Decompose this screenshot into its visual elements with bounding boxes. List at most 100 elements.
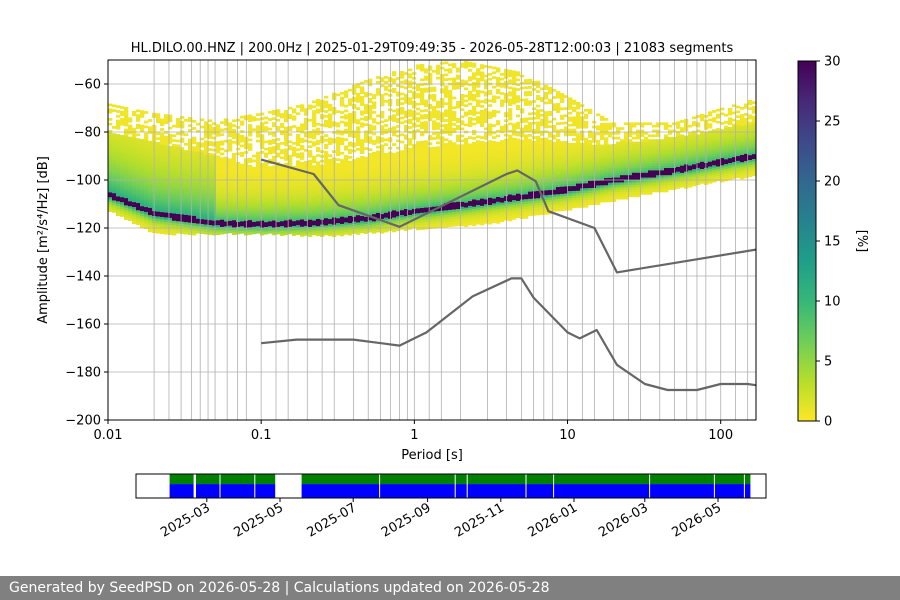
psd-density-cell [128, 117, 133, 121]
psd-density-cell [424, 161, 429, 165]
psd-density-cell [444, 68, 449, 72]
psd-density-cell [316, 204, 321, 208]
psd-density-cell [220, 214, 225, 218]
psd-density-cell [436, 179, 441, 183]
psd-density-cell [240, 211, 245, 215]
psd-density-cell [140, 146, 145, 149]
psd-density-cell [288, 185, 293, 189]
psd-density-cell [496, 146, 501, 150]
psd-density-cell [520, 117, 525, 121]
psd-density-cell [260, 182, 265, 185]
psd-density-cell [116, 198, 121, 202]
psd-density-cell [380, 226, 385, 229]
psd-density-cell [176, 230, 181, 234]
psd-density-cell [512, 200, 517, 203]
psd-density-cell [528, 191, 533, 195]
psd-density-cell [272, 186, 277, 190]
psd-density-cell [420, 210, 425, 214]
psd-density-cell [288, 176, 293, 180]
psd-density-cell [316, 173, 321, 177]
psd-density-cell [444, 215, 449, 218]
psd-density-cell [368, 201, 373, 204]
psd-density-cell [264, 205, 269, 209]
psd-density-cell [360, 172, 365, 176]
psd-density-cell [508, 115, 513, 119]
psd-density-cell [260, 201, 265, 205]
psd-density-cell [440, 131, 445, 135]
psd-density-cell [492, 196, 497, 199]
psd-density-cell [172, 184, 177, 188]
psd-density-cell [256, 197, 261, 200]
psd-density-cell [304, 223, 309, 227]
psd-density-cell [348, 122, 353, 126]
psd-density-cell [176, 151, 181, 155]
psd-density-cell [392, 171, 397, 175]
psd-density-cell [212, 206, 217, 209]
psd-density-cell [416, 182, 421, 185]
psd-density-cell [488, 197, 493, 201]
psd-density-cell [408, 126, 413, 129]
psd-density-cell [272, 167, 277, 171]
psd-density-cell [196, 129, 201, 133]
psd-density-cell [384, 217, 389, 221]
psd-density-cell [384, 188, 389, 192]
psd-density-cell [228, 211, 233, 214]
psd-density-cell [296, 179, 301, 183]
psd-density-cell [528, 186, 533, 190]
psd-density-cell [416, 129, 421, 132]
psd-density-cell [148, 210, 153, 214]
psd-density-cell [180, 161, 185, 165]
psd-density-cell [272, 141, 277, 145]
psd-density-cell [336, 191, 341, 195]
psd-density-cell [272, 206, 277, 209]
psd-density-cell [232, 229, 237, 233]
psd-density-cell [260, 215, 265, 219]
psd-density-cell [408, 174, 413, 177]
psd-density-cell [156, 120, 161, 124]
psd-density-cell [168, 205, 173, 209]
psd-density-cell [444, 150, 449, 154]
psd-density-cell [184, 222, 189, 225]
psd-density-cell [436, 211, 441, 214]
psd-density-cell [396, 151, 401, 155]
psd-density-cell [396, 173, 401, 176]
psd-density-cell [420, 184, 425, 187]
psd-density-cell [272, 225, 277, 229]
psd-density-cell [492, 160, 497, 163]
psd-density-cell [120, 178, 125, 181]
psd-density-cell [372, 125, 377, 129]
psd-density-cell [344, 188, 349, 192]
psd-density-cell [376, 191, 381, 195]
psd-density-cell [224, 223, 229, 227]
psd-density-cell [360, 124, 365, 128]
psd-density-cell [380, 98, 385, 102]
psd-density-cell [424, 157, 429, 160]
psd-density-cell [448, 113, 453, 117]
psd-density-cell [452, 161, 457, 165]
psd-density-cell [224, 192, 229, 196]
psd-density-cell [136, 193, 141, 197]
psd-density-cell [452, 216, 457, 220]
psd-density-cell [436, 165, 441, 169]
psd-density-cell [240, 178, 245, 181]
psd-density-cell [428, 173, 433, 177]
psd-density-cell [500, 216, 505, 220]
psd-density-cell [508, 79, 513, 83]
psd-density-cell [192, 139, 197, 142]
psd-density-cell [108, 144, 113, 148]
psd-density-cell [480, 124, 485, 127]
psd-density-cell [456, 146, 461, 150]
psd-density-cell [136, 183, 141, 187]
psd-density-cell [160, 207, 165, 211]
psd-density-cell [288, 229, 293, 232]
psd-density-cell [176, 122, 181, 126]
psd-density-cell [400, 121, 405, 125]
psd-density-cell [460, 156, 465, 160]
psd-density-cell [196, 146, 201, 150]
psd-density-cell [264, 231, 269, 235]
psd-density-cell [460, 103, 465, 107]
psd-density-cell [416, 86, 421, 89]
psd-density-cell [472, 151, 477, 155]
psd-density-cell [280, 190, 285, 193]
psd-density-cell [324, 146, 329, 149]
